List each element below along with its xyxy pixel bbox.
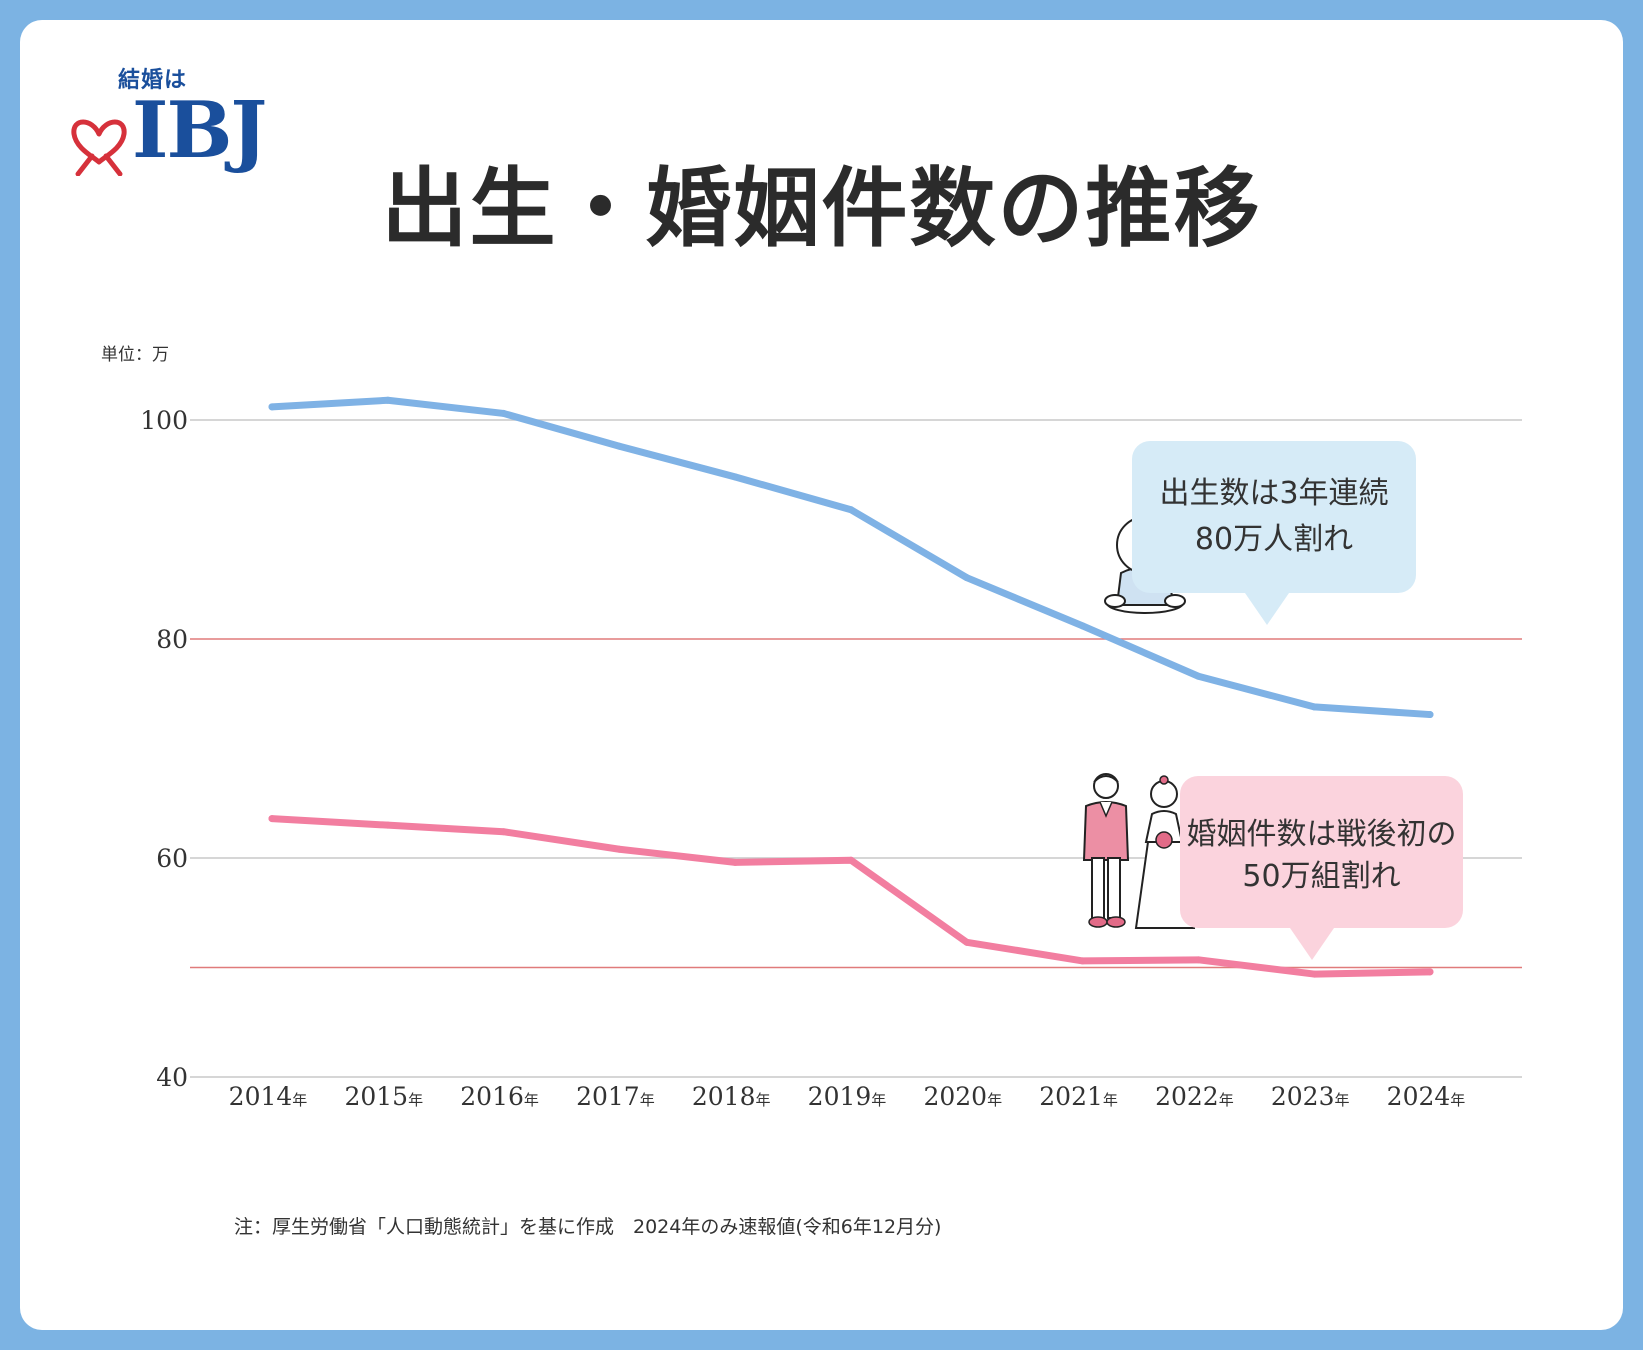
- data-point: [500, 828, 508, 836]
- marriages-callout-line1: 婚姻件数は戦後初の: [1186, 817, 1457, 852]
- x-tick-label: 2021年: [1039, 1082, 1118, 1111]
- ibj-logo: 結婚は IBJ: [70, 62, 267, 192]
- data-point: [1194, 956, 1202, 964]
- x-tick-label: 2023年: [1271, 1082, 1350, 1111]
- data-point: [384, 396, 392, 404]
- data-point: [963, 938, 971, 946]
- data-point: [1310, 703, 1318, 711]
- y-tick-label: 80: [156, 625, 188, 654]
- data-point: [731, 858, 739, 866]
- data-point: [1079, 957, 1087, 965]
- source-footnote: 注：厚生労働省「人口動態統計」を基に作成 2024年のみ速報値(令和6年12月分…: [234, 1216, 942, 1238]
- x-tick-label: 2022年: [1155, 1082, 1234, 1111]
- marriages-callout-pointer: [1290, 928, 1334, 960]
- data-point: [500, 409, 508, 417]
- x-tick-label: 2019年: [808, 1082, 887, 1111]
- logo-tagline: 結婚は: [118, 67, 188, 93]
- y-tick-label: 60: [156, 844, 188, 873]
- data-point: [1426, 711, 1434, 719]
- marriages-callout-line2: 50万組割れ: [1242, 859, 1401, 894]
- unit-label: 単位：万: [101, 345, 169, 365]
- logo-brand: IBJ: [132, 85, 267, 176]
- data-point: [1079, 622, 1087, 630]
- x-tick-label: 2015年: [344, 1082, 423, 1111]
- y-tick-label: 100: [140, 406, 188, 435]
- data-point: [1310, 970, 1318, 978]
- page-title: 出生・婚姻件数の推移: [381, 159, 1262, 259]
- x-tick-label: 2024年: [1387, 1082, 1466, 1111]
- data-point: [1194, 672, 1202, 680]
- data-point: [963, 574, 971, 582]
- marriages-callout: 婚姻件数は戦後初の 50万組割れ: [1180, 776, 1463, 928]
- data-point: [847, 506, 855, 514]
- x-tick-label: 2020年: [923, 1082, 1002, 1111]
- births-callout-line1: 出生数は3年連続: [1159, 476, 1389, 511]
- x-tick-label: 2016年: [460, 1082, 539, 1111]
- data-point: [268, 403, 276, 411]
- births-callout: 出生数は3年連続 80万人割れ: [1132, 441, 1416, 593]
- data-point: [1426, 968, 1434, 976]
- chart-card: [20, 20, 1623, 1330]
- data-point: [268, 815, 276, 823]
- data-point: [615, 442, 623, 450]
- data-point: [384, 821, 392, 829]
- births-callout-pointer: [1245, 593, 1289, 625]
- data-point: [731, 473, 739, 481]
- x-tick-label: 2018年: [692, 1082, 771, 1111]
- data-point: [615, 845, 623, 853]
- births-callout-line2: 80万人割れ: [1194, 522, 1354, 557]
- x-tick-label: 2017年: [576, 1082, 655, 1111]
- y-tick-label: 40: [156, 1063, 188, 1092]
- data-point: [847, 856, 855, 864]
- x-tick-label: 2014年: [229, 1082, 308, 1111]
- bride-groom-icon: [1082, 773, 1196, 929]
- heart-ribbon-icon: [71, 119, 127, 176]
